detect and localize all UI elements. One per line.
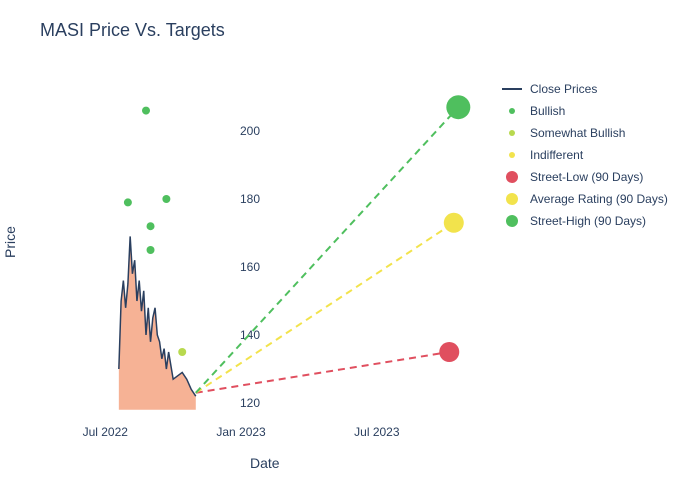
legend-label: Close Prices <box>530 82 597 96</box>
legend-swatch <box>500 193 524 205</box>
price-area-fill <box>119 236 196 409</box>
legend-dot-icon <box>509 152 515 158</box>
target-marker <box>439 342 459 362</box>
legend-item: Average Rating (90 Days) <box>500 190 668 208</box>
x-tick: Jul 2023 <box>354 425 399 439</box>
y-axis-label: Price <box>2 226 18 258</box>
legend-label: Somewhat Bullish <box>530 126 625 140</box>
legend-label: Indifferent <box>530 148 583 162</box>
rating-dot <box>142 107 150 115</box>
legend-swatch <box>500 215 524 227</box>
legend-item: Street-High (90 Days) <box>500 212 668 230</box>
legend-label: Street-Low (90 Days) <box>530 170 643 184</box>
plot-area <box>60 80 490 420</box>
legend-dot-icon <box>509 130 515 136</box>
target-marker <box>444 213 464 233</box>
rating-dot <box>147 222 155 230</box>
legend-swatch <box>500 108 524 114</box>
rating-dot <box>124 198 132 206</box>
legend-swatch <box>500 130 524 136</box>
legend-item: Somewhat Bullish <box>500 124 668 142</box>
legend-item: Close Prices <box>500 80 668 98</box>
legend-swatch <box>500 88 524 90</box>
legend-dot-icon <box>509 108 515 114</box>
target-line <box>196 223 454 393</box>
legend-item: Bullish <box>500 102 668 120</box>
target-marker <box>446 95 470 119</box>
legend-label: Average Rating (90 Days) <box>530 192 668 206</box>
legend-swatch <box>500 152 524 158</box>
rating-dot <box>178 348 186 356</box>
legend-label: Bullish <box>530 104 565 118</box>
legend-swatch <box>500 171 524 183</box>
target-line <box>196 107 459 393</box>
rating-dot <box>147 246 155 254</box>
legend-item: Street-Low (90 Days) <box>500 168 668 186</box>
legend-item: Indifferent <box>500 146 668 164</box>
legend-line-icon <box>502 88 522 90</box>
chart-title: MASI Price Vs. Targets <box>40 20 225 41</box>
legend-label: Street-High (90 Days) <box>530 214 646 228</box>
x-tick: Jul 2022 <box>83 425 128 439</box>
chart-container: MASI Price Vs. Targets Price Date 120140… <box>0 0 700 500</box>
legend-dot-icon <box>506 171 518 183</box>
rating-dot <box>162 195 170 203</box>
x-tick: Jan 2023 <box>216 425 265 439</box>
legend-dot-icon <box>506 215 518 227</box>
legend: Close Prices Bullish Somewhat Bullish Indif… <box>500 80 668 234</box>
x-axis-label: Date <box>250 455 280 471</box>
legend-dot-icon <box>506 193 518 205</box>
target-line <box>196 352 449 393</box>
